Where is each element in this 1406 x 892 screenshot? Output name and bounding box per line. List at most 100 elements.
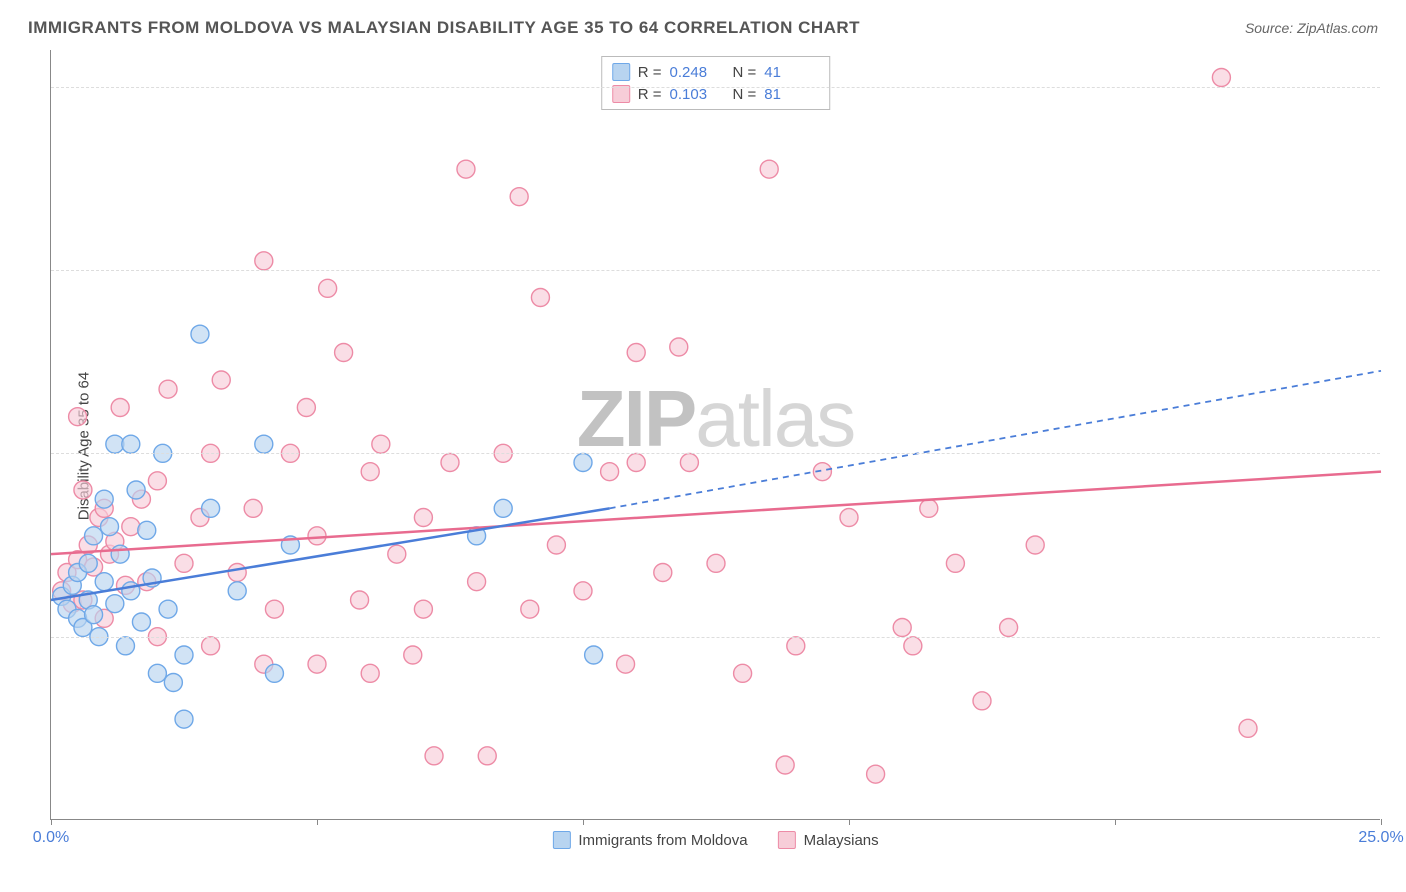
scatter-point-malaysians xyxy=(122,518,140,536)
scatter-point-malaysians xyxy=(159,380,177,398)
scatter-point-moldova xyxy=(79,554,97,572)
scatter-point-malaysians xyxy=(627,454,645,472)
scatter-point-malaysians xyxy=(212,371,230,389)
scatter-point-malaysians xyxy=(920,499,938,517)
legend-label-malaysians: Malaysians xyxy=(804,832,879,849)
scatter-point-moldova xyxy=(585,646,603,664)
scatter-point-moldova xyxy=(122,435,140,453)
scatter-point-malaysians xyxy=(521,600,539,618)
scatter-point-moldova xyxy=(175,710,193,728)
scatter-point-malaysians xyxy=(297,399,315,417)
scatter-point-moldova xyxy=(164,674,182,692)
scatter-point-malaysians xyxy=(372,435,390,453)
scatter-point-malaysians xyxy=(547,536,565,554)
swatch-malaysians xyxy=(778,831,796,849)
scatter-point-malaysians xyxy=(414,509,432,527)
scatter-point-malaysians xyxy=(74,481,92,499)
scatter-point-malaysians xyxy=(361,463,379,481)
scatter-point-moldova xyxy=(494,499,512,517)
scatter-point-malaysians xyxy=(361,664,379,682)
x-tick-mark xyxy=(1115,819,1116,825)
scatter-point-malaysians xyxy=(388,545,406,563)
scatter-point-malaysians xyxy=(510,188,528,206)
gridline xyxy=(51,270,1380,271)
scatter-point-malaysians xyxy=(776,756,794,774)
scatter-point-malaysians xyxy=(893,619,911,637)
scatter-point-malaysians xyxy=(69,408,87,426)
scatter-point-moldova xyxy=(255,435,273,453)
scatter-point-moldova xyxy=(175,646,193,664)
x-tick-mark xyxy=(51,819,52,825)
scatter-point-malaysians xyxy=(441,454,459,472)
scatter-point-malaysians xyxy=(707,554,725,572)
scatter-point-moldova xyxy=(101,518,119,536)
scatter-point-malaysians xyxy=(1026,536,1044,554)
scatter-point-malaysians xyxy=(1239,719,1257,737)
scatter-point-malaysians xyxy=(319,279,337,297)
chart-plot-area: ZIPatlas R = 0.248 N = 41 R = 0.103 N = … xyxy=(50,50,1380,820)
scatter-point-moldova xyxy=(85,606,103,624)
scatter-point-moldova xyxy=(127,481,145,499)
x-tick-mark xyxy=(849,819,850,825)
scatter-point-moldova xyxy=(228,582,246,600)
scatter-point-malaysians xyxy=(574,582,592,600)
scatter-point-moldova xyxy=(106,595,124,613)
x-tick-mark xyxy=(317,819,318,825)
scatter-point-moldova xyxy=(122,582,140,600)
chart-title: IMMIGRANTS FROM MOLDOVA VS MALAYSIAN DIS… xyxy=(28,18,860,38)
scatter-point-malaysians xyxy=(760,160,778,178)
regression-line-moldova-dashed xyxy=(610,371,1381,509)
scatter-point-malaysians xyxy=(308,655,326,673)
scatter-point-malaysians xyxy=(175,554,193,572)
scatter-point-malaysians xyxy=(335,344,353,362)
x-tick-label: 25.0% xyxy=(1358,829,1403,847)
scatter-point-moldova xyxy=(159,600,177,618)
scatter-point-malaysians xyxy=(308,527,326,545)
scatter-point-moldova xyxy=(202,499,220,517)
scatter-point-malaysians xyxy=(946,554,964,572)
scatter-point-moldova xyxy=(574,454,592,472)
scatter-point-malaysians xyxy=(627,344,645,362)
scatter-point-moldova xyxy=(148,664,166,682)
gridline xyxy=(51,87,1380,88)
scatter-point-malaysians xyxy=(414,600,432,618)
scatter-point-malaysians xyxy=(680,454,698,472)
scatter-point-malaysians xyxy=(404,646,422,664)
scatter-point-malaysians xyxy=(787,637,805,655)
legend-label-moldova: Immigrants from Moldova xyxy=(578,832,747,849)
scatter-point-malaysians xyxy=(202,637,220,655)
scatter-point-malaysians xyxy=(601,463,619,481)
scatter-point-malaysians xyxy=(670,338,688,356)
x-tick-mark xyxy=(583,819,584,825)
scatter-point-malaysians xyxy=(468,573,486,591)
scatter-point-moldova xyxy=(85,527,103,545)
gridline xyxy=(51,637,1380,638)
scatter-point-moldova xyxy=(138,521,156,539)
scatter-point-malaysians xyxy=(265,600,283,618)
scatter-point-moldova xyxy=(95,490,113,508)
scatter-point-malaysians xyxy=(255,252,273,270)
scatter-point-moldova xyxy=(95,573,113,591)
scatter-point-moldova xyxy=(111,545,129,563)
chart-svg xyxy=(51,50,1380,819)
scatter-point-malaysians xyxy=(840,509,858,527)
x-tick-label: 0.0% xyxy=(33,829,69,847)
scatter-point-malaysians xyxy=(111,399,129,417)
scatter-point-malaysians xyxy=(867,765,885,783)
scatter-point-malaysians xyxy=(457,160,475,178)
scatter-point-malaysians xyxy=(654,564,672,582)
scatter-point-malaysians xyxy=(478,747,496,765)
scatter-point-malaysians xyxy=(228,564,246,582)
scatter-point-malaysians xyxy=(1212,69,1230,87)
scatter-point-malaysians xyxy=(425,747,443,765)
scatter-point-malaysians xyxy=(904,637,922,655)
scatter-point-moldova xyxy=(191,325,209,343)
scatter-point-malaysians xyxy=(617,655,635,673)
scatter-point-malaysians xyxy=(1000,619,1018,637)
scatter-point-moldova xyxy=(132,613,150,631)
gridline xyxy=(51,453,1380,454)
swatch-moldova xyxy=(552,831,570,849)
scatter-point-malaysians xyxy=(531,289,549,307)
legend-item-malaysians: Malaysians xyxy=(778,831,879,849)
scatter-point-malaysians xyxy=(973,692,991,710)
